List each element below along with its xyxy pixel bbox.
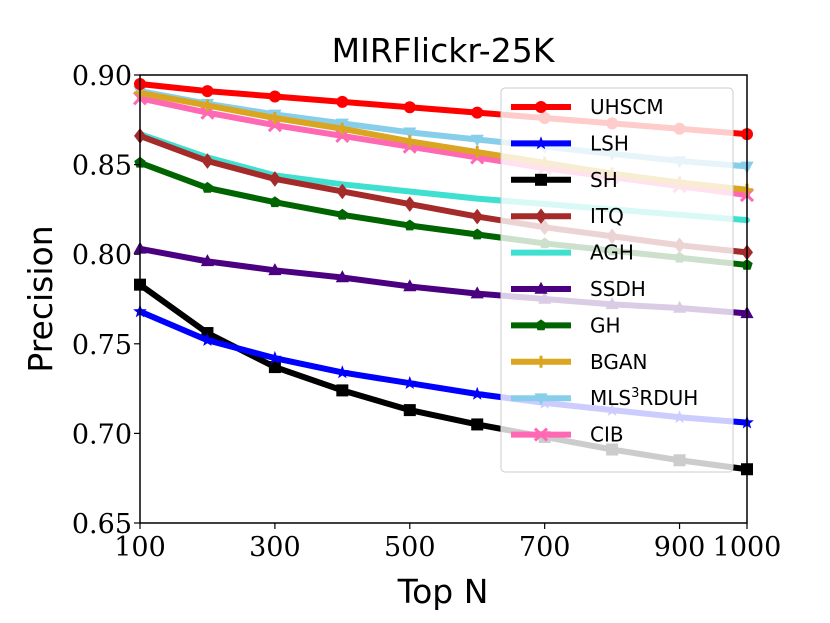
data-point-gh <box>269 196 281 208</box>
data-point-bgan <box>201 99 214 112</box>
data-point-itq <box>336 183 349 200</box>
x-axis-label: Top N <box>397 572 489 611</box>
legend-label-ssdh: SSDH <box>590 277 646 301</box>
legend-box <box>500 87 734 473</box>
legend-label-itq: ITQ <box>590 204 624 228</box>
x-tick-label: 100 <box>114 532 166 563</box>
chart-title: MIRFlickr-25K <box>332 31 556 70</box>
legend-marker-sh <box>535 173 547 186</box>
y-tick-label: 0.85 <box>72 151 132 182</box>
legend-marker-bgan <box>535 355 547 368</box>
y-tick-label: 0.65 <box>72 509 132 540</box>
legend-label-gh: GH <box>590 313 621 337</box>
data-point-uhscm <box>268 90 281 103</box>
x-tick-label: 1000 <box>713 532 782 563</box>
data-point-gh <box>336 208 349 220</box>
data-point-sh <box>336 384 349 397</box>
legend-label-uhscm: UHSCM <box>590 95 664 119</box>
data-point-bgan <box>336 122 349 135</box>
data-point-gh <box>404 219 416 231</box>
x-tick-label: 500 <box>384 532 436 563</box>
legend-label-sh: SH <box>590 168 618 192</box>
data-point-uhscm <box>336 95 349 108</box>
data-point-uhscm <box>471 106 484 119</box>
data-point-bgan <box>403 135 416 148</box>
data-point-gh <box>471 228 483 240</box>
legend-marker-gh <box>535 319 547 331</box>
y-tick-label: 0.75 <box>72 330 132 361</box>
data-point-lsh <box>470 386 485 400</box>
y-axis-label: Precision <box>21 225 60 372</box>
data-point-uhscm <box>403 101 416 114</box>
data-point-itq <box>471 208 484 225</box>
legend-label-lsh: LSH <box>590 131 629 155</box>
data-point-ssdh <box>335 270 349 283</box>
y-tick-label: 0.70 <box>72 419 132 450</box>
legend-label-bgan: BGAN <box>590 350 648 374</box>
data-point-uhscm <box>201 85 214 98</box>
data-point-bgan <box>268 112 281 125</box>
data-point-mls3rduh <box>470 134 484 147</box>
data-point-ssdh <box>470 286 484 299</box>
legend-marker-itq <box>535 208 547 224</box>
data-point-mls3rduh <box>403 127 417 140</box>
data-point-lsh <box>268 350 282 364</box>
data-point-itq <box>403 196 416 212</box>
legend-marker-mls3rduh <box>534 393 548 406</box>
data-point-lsh <box>402 376 417 390</box>
legend-marker-ssdh <box>534 281 548 294</box>
data-point-lsh <box>335 365 350 379</box>
legend-marker-cib <box>533 427 549 442</box>
x-tick-label: 900 <box>654 532 706 563</box>
y-tick-label: 0.80 <box>72 240 132 271</box>
data-point-sh <box>403 404 416 417</box>
data-point-ssdh <box>268 263 282 276</box>
x-tick-label: 700 <box>519 532 571 563</box>
data-point-itq <box>201 153 214 169</box>
data-point-ssdh <box>200 254 215 267</box>
data-point-sh <box>268 361 281 374</box>
legend-label-mls3rduh: MLS3RDUH <box>590 386 698 410</box>
data-point-ssdh <box>403 279 417 292</box>
legend: UHSCM LSH SH ITQ AGH SSDH GH BGAN MLS3RDUH CIB <box>500 87 734 473</box>
data-point-lsh <box>200 333 215 347</box>
x-tick-label: 300 <box>249 532 301 563</box>
data-point-gh <box>201 181 214 193</box>
data-point-itq <box>268 171 281 187</box>
legend-label-agh: AGH <box>590 241 634 265</box>
data-point-bgan <box>471 146 484 159</box>
data-point-sh <box>471 418 484 431</box>
legend-label-cib: CIB <box>590 423 624 447</box>
plot-frame <box>139 74 748 524</box>
legend-marker-lsh <box>534 136 548 150</box>
y-tick-label: 0.90 <box>72 61 132 92</box>
legend-marker-uhscm <box>535 101 547 113</box>
